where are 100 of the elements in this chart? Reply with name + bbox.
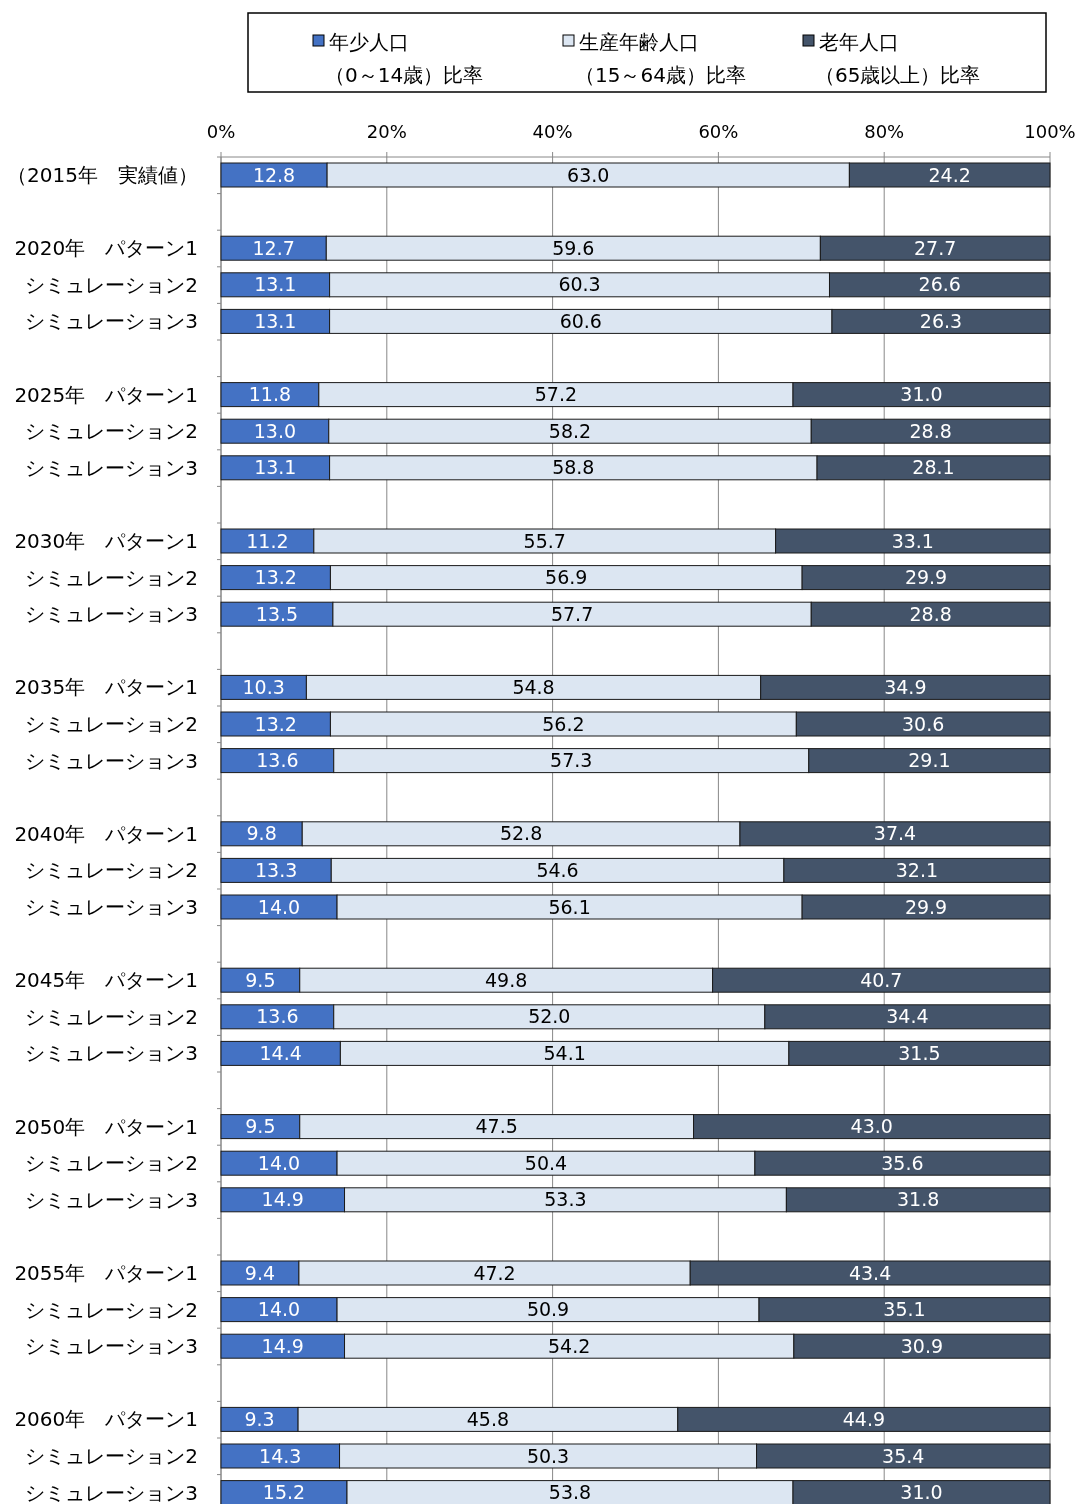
- data-label: 9.3: [244, 1408, 275, 1431]
- data-label: 9.5: [245, 1115, 276, 1138]
- data-label: 27.7: [914, 236, 957, 259]
- data-label: 50.4: [524, 1151, 568, 1174]
- y-tick-label: シミュレーション3: [25, 309, 198, 334]
- data-label: 50.3: [526, 1444, 570, 1467]
- data-label: 56.2: [542, 712, 585, 735]
- data-label: 43.4: [848, 1261, 892, 1284]
- data-label: 26.6: [918, 273, 961, 296]
- y-tick-label: シミュレーション2: [25, 565, 198, 590]
- data-label: 31.5: [898, 1042, 941, 1065]
- data-label: 9.8: [246, 822, 277, 845]
- data-label: 9.4: [244, 1261, 276, 1284]
- y-tick-label: シミュレーション2: [25, 419, 198, 444]
- data-label: 15.2: [262, 1481, 306, 1504]
- data-label: 13.1: [254, 456, 297, 479]
- legend-label: 生産年齢人口（15～64歳）比率: [575, 30, 746, 87]
- x-tick-label: 40%: [532, 121, 573, 143]
- data-label: 29.9: [904, 895, 948, 918]
- data-label: 57.2: [534, 383, 578, 406]
- data-label: 28.8: [909, 602, 952, 625]
- data-label: 34.4: [886, 1005, 929, 1028]
- data-label: 47.5: [475, 1115, 518, 1138]
- y-tick-label: 2025年 パターン1: [14, 382, 198, 407]
- y-tick-label: 2055年 パターン1: [14, 1261, 198, 1285]
- data-label: 44.9: [842, 1408, 886, 1431]
- data-label: 14.9: [261, 1334, 304, 1357]
- data-label: 13.1: [254, 273, 297, 296]
- data-label: 14.0: [257, 1298, 301, 1321]
- data-label: 35.6: [881, 1151, 924, 1174]
- data-label: 13.2: [254, 712, 297, 735]
- data-label: 31.0: [900, 383, 943, 406]
- y-tick-label: 2020年 パターン1: [14, 236, 198, 261]
- data-label: 37.4: [873, 822, 917, 845]
- y-tick-label: シミュレーション2: [25, 1297, 198, 1322]
- y-tick-label: シミュレーション2: [25, 1444, 198, 1468]
- x-tick-label: 100%: [1024, 121, 1076, 143]
- data-label: 30.9: [900, 1334, 944, 1357]
- data-label: 53.3: [544, 1188, 587, 1211]
- data-label: 58.2: [548, 419, 592, 442]
- data-label: 45.8: [466, 1408, 510, 1431]
- y-tick-label: シミュレーション2: [25, 712, 198, 736]
- data-label: 26.3: [919, 310, 963, 333]
- data-label: 14.4: [259, 1042, 302, 1065]
- data-label: 58.8: [552, 456, 595, 479]
- data-label: 28.8: [909, 419, 952, 442]
- data-label: 13.6: [256, 749, 299, 772]
- y-tick-label: シミュレーション2: [25, 1004, 198, 1029]
- data-label: 33.1: [891, 529, 934, 552]
- y-tick-label: シミュレーション2: [25, 272, 198, 297]
- data-label: 57.3: [550, 749, 593, 772]
- data-label: 13.6: [256, 1005, 299, 1028]
- y-tick-label: シミュレーション3: [25, 1041, 198, 1066]
- legend-label: 年少人口（0～14歳）比率: [325, 30, 484, 87]
- y-tick-label: シミュレーション3: [25, 895, 198, 919]
- y-tick-label: 2060年 パターン1: [14, 1407, 198, 1432]
- legend-label: 老年人口（65歳以上）比率: [815, 30, 981, 87]
- data-label: 14.3: [259, 1444, 302, 1467]
- y-tick-label: シミュレーション2: [25, 858, 198, 883]
- data-label: 43.0: [850, 1115, 893, 1138]
- data-label: 59.6: [552, 236, 595, 259]
- data-label: 56.9: [545, 566, 588, 589]
- data-label: 60.3: [558, 273, 601, 296]
- x-tick-label: 20%: [366, 121, 407, 143]
- data-label: 13.3: [254, 859, 298, 882]
- data-label: 54.1: [543, 1042, 586, 1065]
- data-label: 56.1: [548, 895, 591, 918]
- data-label: 14.0: [257, 1151, 301, 1174]
- data-label: 12.8: [252, 163, 296, 186]
- data-label: 11.2: [246, 529, 289, 552]
- data-label: 54.6: [536, 859, 579, 882]
- data-label: 35.1: [883, 1298, 926, 1321]
- x-tick-label: 0%: [206, 121, 236, 143]
- y-tick-label: （2015年 実績値）: [7, 163, 198, 187]
- y-tick-label: 2030年 パターン1: [14, 529, 198, 553]
- x-tick-label: 80%: [864, 121, 905, 143]
- data-label: 54.2: [548, 1334, 591, 1357]
- data-label: 52.0: [528, 1005, 571, 1028]
- y-tick-label: シミュレーション3: [25, 748, 198, 773]
- y-tick-label: シミュレーション3: [25, 1334, 198, 1359]
- data-label: 57.7: [550, 602, 594, 625]
- data-label: 52.8: [499, 822, 543, 845]
- data-label: 60.6: [559, 310, 602, 333]
- data-label: 34.9: [884, 676, 927, 699]
- data-label: 14.0: [257, 895, 301, 918]
- data-label: 12.7: [252, 236, 295, 259]
- data-label: 29.1: [908, 749, 951, 772]
- data-label: 35.4: [882, 1444, 925, 1467]
- y-tick-label: シミュレーション3: [25, 602, 198, 627]
- data-label: 49.8: [485, 968, 528, 991]
- y-tick-label: 2035年 パターン1: [14, 675, 198, 700]
- data-label: 50.9: [526, 1298, 570, 1321]
- data-label: 30.6: [902, 712, 945, 735]
- data-label: 13.2: [254, 566, 297, 589]
- data-label: 55.7: [523, 529, 566, 552]
- data-label: 47.2: [473, 1261, 516, 1284]
- y-tick-label: 2040年 パターン1: [14, 821, 198, 846]
- data-label: 31.8: [897, 1188, 940, 1211]
- data-label: 24.2: [928, 163, 971, 186]
- data-label: 13.0: [253, 419, 297, 442]
